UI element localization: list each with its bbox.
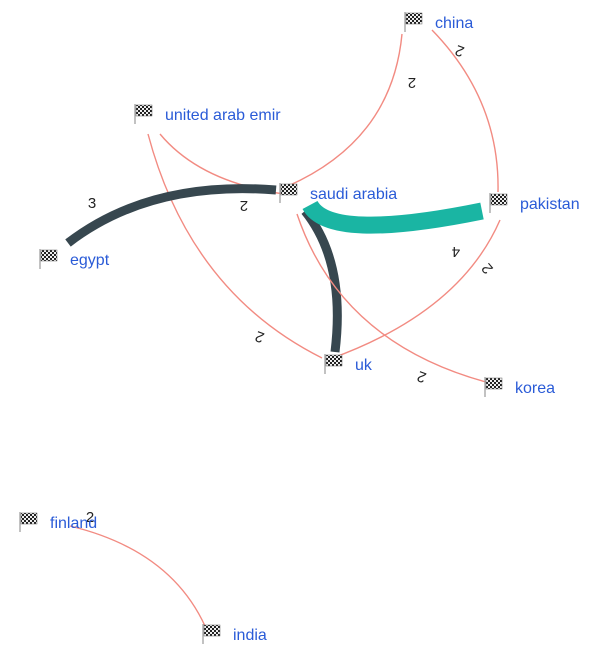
edge: [287, 33, 403, 187]
edge: [329, 219, 501, 360]
node-label: pakistan: [520, 196, 580, 213]
edge: [302, 200, 484, 234]
node-label: finland: [50, 515, 97, 532]
flag-icon: [485, 377, 503, 390]
node[interactable]: korea: [484, 377, 555, 397]
flag-icon: [203, 624, 221, 637]
edge-weight: 2: [240, 197, 248, 214]
node-label: uk: [355, 357, 373, 374]
nodes: china united arab emir saudi arabia pakista…: [19, 12, 580, 644]
node[interactable]: china: [404, 12, 473, 32]
flag-icon: [280, 183, 298, 196]
edge: [296, 213, 487, 383]
node-label: korea: [515, 380, 555, 397]
node[interactable]: pakistan: [489, 193, 580, 213]
edge-weight: 2: [478, 260, 496, 277]
node[interactable]: egypt: [39, 249, 110, 269]
flag-icon: [135, 104, 153, 117]
node[interactable]: uk: [324, 354, 373, 374]
flag-icon: [405, 12, 423, 25]
node[interactable]: finland: [19, 512, 97, 532]
edge-weight: 4: [452, 243, 460, 260]
edge-weight: 2: [453, 41, 467, 60]
edge-weight: 2: [253, 327, 267, 346]
node-label: china: [435, 15, 473, 32]
edge: [147, 133, 323, 359]
edge-weight: 2: [86, 509, 94, 526]
edge-weight: 3: [88, 195, 96, 212]
node[interactable]: india: [202, 624, 267, 644]
flag-icon: [20, 512, 38, 525]
node-label: united arab emir: [165, 107, 281, 124]
node-label: india: [233, 627, 267, 644]
flag-icon: [490, 193, 508, 206]
flag-icon: [325, 354, 343, 367]
edge: [69, 525, 206, 627]
edge-weight: 2: [415, 367, 429, 386]
edge: [65, 184, 277, 247]
node-label: egypt: [70, 252, 110, 269]
node[interactable]: saudi arabia: [279, 183, 397, 203]
edge: [431, 29, 499, 193]
node[interactable]: united arab emir: [134, 104, 281, 124]
edge: [301, 208, 342, 353]
node-label: saudi arabia: [310, 186, 397, 203]
edge-weight: 2: [408, 74, 416, 91]
flag-icon: [40, 249, 58, 262]
